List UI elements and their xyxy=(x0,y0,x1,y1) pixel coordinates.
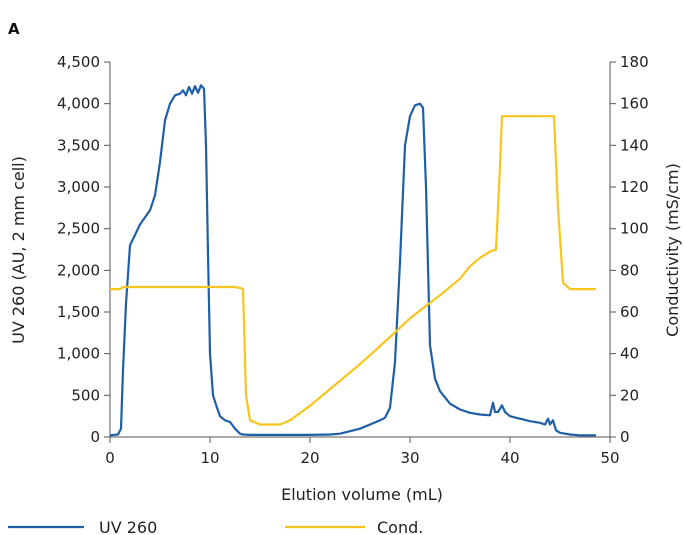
y-tick-label: 0 xyxy=(90,428,100,446)
y-tick-label: 3,000 xyxy=(57,178,100,196)
y-axis-ticks: 0 500 1,000 1,500 2,000 2,500 3,000 3,500 4,000 4… xyxy=(57,53,110,446)
y2-tick-label: 140 xyxy=(620,136,649,154)
x-tick-label: 30 xyxy=(400,449,419,467)
y2-tick-label: 80 xyxy=(620,261,639,279)
x-tick-label: 10 xyxy=(200,449,219,467)
series-line-uv-260 xyxy=(109,84,596,437)
series-line-cond xyxy=(110,115,596,426)
y2-tick-label: 100 xyxy=(620,220,649,238)
legend-label-cond: Cond. xyxy=(377,518,423,535)
x-axis-ticks: 0 10 20 30 40 50 xyxy=(105,437,620,467)
y2-axis-ticks: 0 20 40 60 80 100 120 140 160 180 xyxy=(610,53,649,446)
y-tick-label: 4,500 xyxy=(57,53,100,71)
y2-axis-title: Conductivity (mS/cm) xyxy=(663,163,682,337)
y2-tick-label: 180 xyxy=(620,53,649,71)
y-axis-title: UV 260 (AU, 2 mm cell) xyxy=(9,156,28,344)
y2-tick-label: 40 xyxy=(620,345,639,363)
y-tick-label: 2,500 xyxy=(57,220,100,238)
x-tick-label: 20 xyxy=(300,449,319,467)
y-tick-label: 3,500 xyxy=(57,136,100,154)
y2-tick-label: 0 xyxy=(620,428,630,446)
legend-label-uv-260: UV 260 xyxy=(99,518,157,535)
x-tick-label: 40 xyxy=(500,449,519,467)
panel-label: A xyxy=(8,20,20,38)
x-tick-label: 50 xyxy=(600,449,619,467)
y2-tick-label: 60 xyxy=(620,303,639,321)
y-tick-label: 500 xyxy=(71,386,100,404)
x-tick-label: 0 xyxy=(105,449,115,467)
y2-tick-label: 120 xyxy=(620,178,649,196)
y2-tick-label: 160 xyxy=(620,95,649,113)
y-tick-label: 2,000 xyxy=(57,261,100,279)
y-tick-label: 1,500 xyxy=(57,303,100,321)
legend: UV 260 Cond. xyxy=(8,518,423,535)
y2-tick-label: 20 xyxy=(620,386,639,404)
y-tick-label: 4,000 xyxy=(57,95,100,113)
y-tick-label: 1,000 xyxy=(57,345,100,363)
x-axis-title: Elution volume (mL) xyxy=(281,485,443,504)
